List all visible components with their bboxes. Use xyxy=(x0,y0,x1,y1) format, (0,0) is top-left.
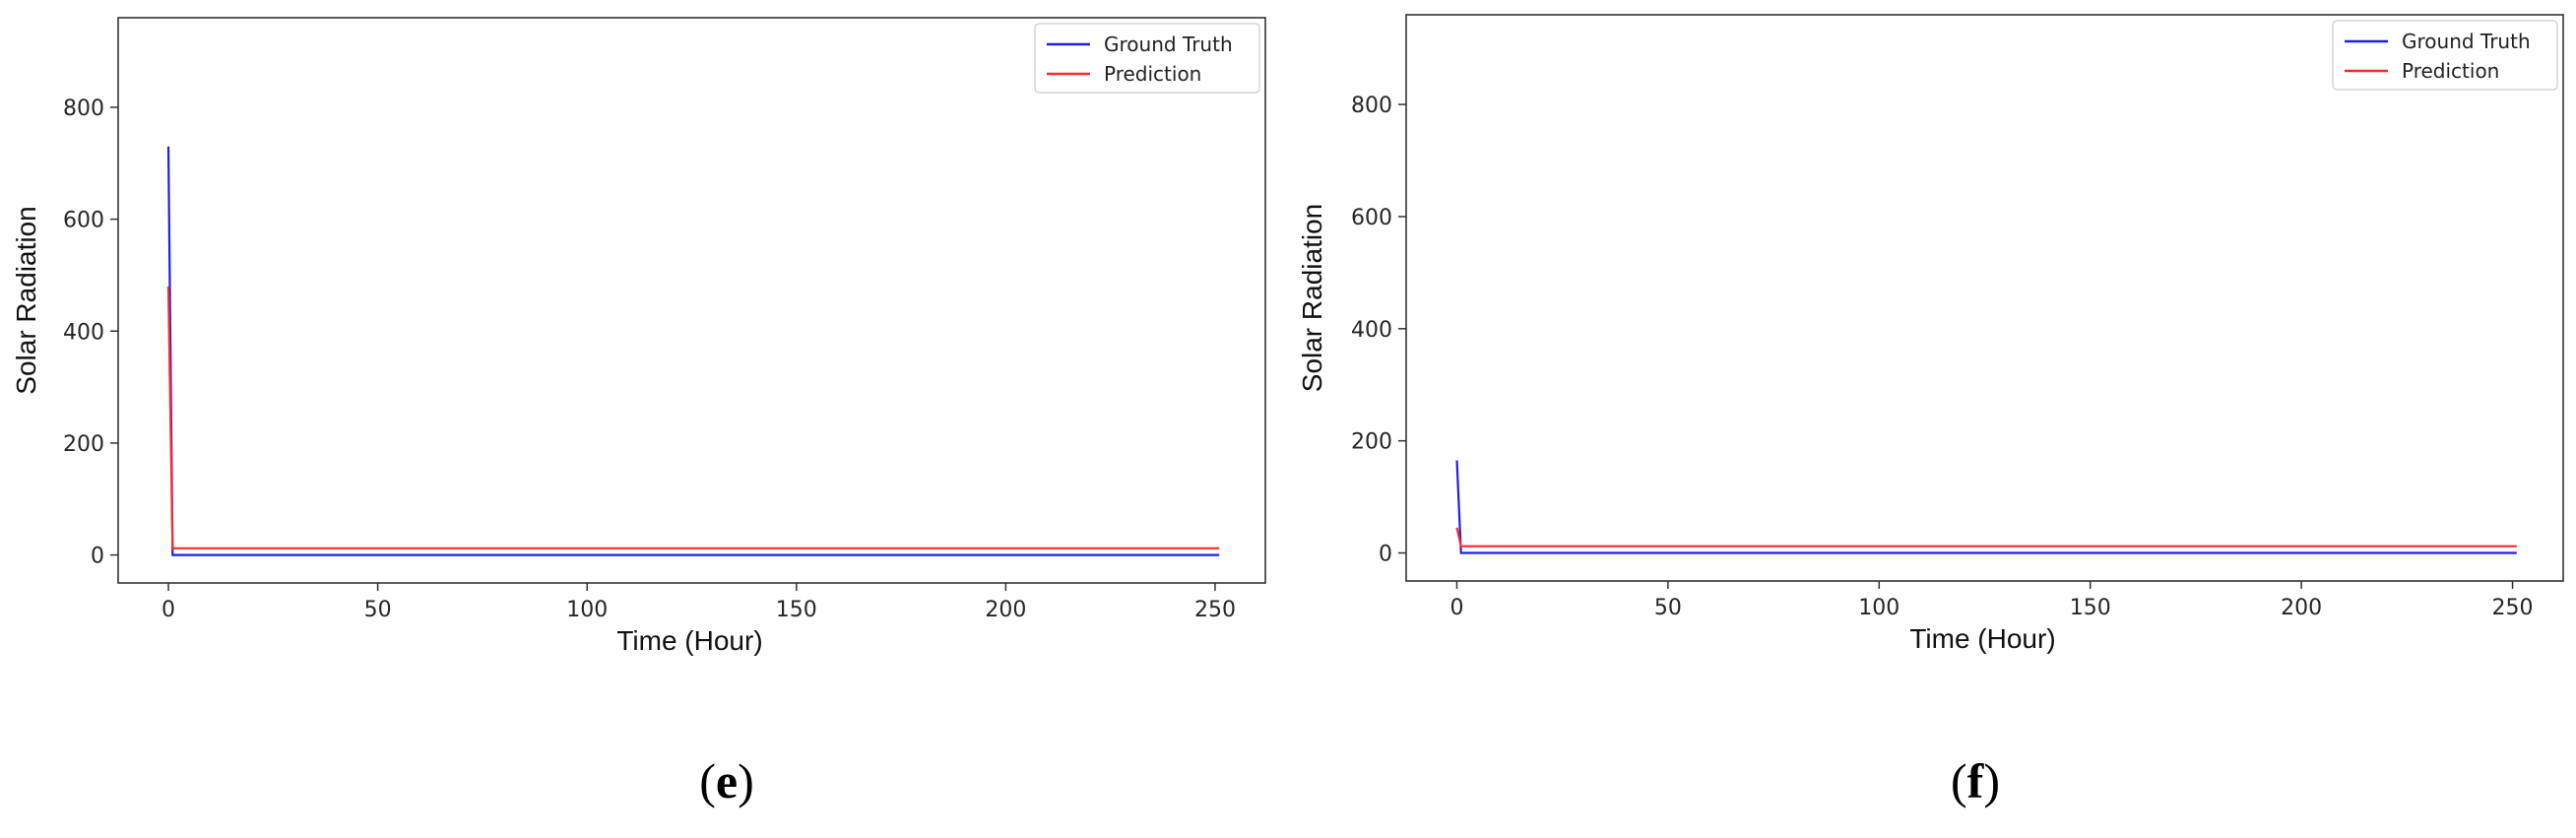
x-tick-label: 100 xyxy=(1858,596,1900,620)
series-line-prediction xyxy=(166,286,1220,549)
y-tick-label: 600 xyxy=(1351,206,1392,230)
x-tick-label: 0 xyxy=(1449,596,1463,620)
chart-panel-e: 0 50 100 150 200 250 0 200 400 600 800 Time (Hour) S… xyxy=(11,17,1266,808)
panel-label-close: ) xyxy=(738,753,754,808)
panel-label-letter: f xyxy=(1967,753,1985,808)
panel-label-open: ( xyxy=(1951,753,1967,808)
y-axis-title: Solar Radiation xyxy=(11,206,41,394)
x-axis-title: Time (Hour) xyxy=(616,625,762,656)
x-tick-label: 50 xyxy=(364,598,392,622)
panel-label-open: ( xyxy=(699,753,716,808)
panel-label-close: ) xyxy=(1983,753,2000,808)
x-tick-label: 50 xyxy=(1654,596,1682,620)
panel-label-letter: e xyxy=(716,753,738,808)
series-line-ground-truth xyxy=(166,146,1220,556)
y-tick-label: 0 xyxy=(91,545,104,569)
legend-prediction-label: Prediction xyxy=(2402,59,2499,83)
legend-ground-truth-label: Ground Truth xyxy=(1104,32,1233,56)
panel-label: (f) xyxy=(1951,753,2000,808)
legend-ground-truth-label: Ground Truth xyxy=(2402,30,2531,53)
panel-label: (e) xyxy=(699,753,754,808)
legend-box xyxy=(1034,23,1260,94)
x-tick-label: 100 xyxy=(566,598,608,622)
y-tick-label: 800 xyxy=(63,97,104,121)
axes-frame xyxy=(1405,14,2564,582)
y-tick-label: 800 xyxy=(1351,94,1392,118)
x-tick-label: 0 xyxy=(161,598,175,622)
chart-panel-f: 0 50 100 150 200 250 0 200 400 600 800 Time (Hour) S… xyxy=(1297,14,2564,808)
x-tick-label: 250 xyxy=(1194,598,1236,622)
y-tick-label: 200 xyxy=(1351,430,1392,455)
y-tick-label: 600 xyxy=(63,209,104,233)
axes-frame xyxy=(117,17,1266,584)
series-line-prediction xyxy=(1455,527,2517,548)
legend: Ground Truth Prediction xyxy=(2332,20,2558,91)
legend: Ground Truth Prediction xyxy=(1034,23,1260,94)
legend-prediction-label: Prediction xyxy=(1104,62,1201,86)
x-tick-label: 250 xyxy=(2492,596,2534,620)
y-axis-title: Solar Radiation xyxy=(1297,204,1327,392)
y-tick-label: 400 xyxy=(1351,318,1392,343)
x-tick-label: 150 xyxy=(776,598,817,622)
series-line-ground-truth xyxy=(1455,460,2517,554)
x-tick-label: 200 xyxy=(985,598,1026,622)
y-tick-label: 0 xyxy=(1379,543,1392,567)
x-tick-label: 200 xyxy=(2281,596,2322,620)
legend-box xyxy=(2332,20,2558,91)
x-axis-title: Time (Hour) xyxy=(1909,623,2055,654)
y-tick-label: 400 xyxy=(63,320,104,345)
x-tick-label: 150 xyxy=(2070,596,2111,620)
y-tick-label: 200 xyxy=(63,432,104,457)
